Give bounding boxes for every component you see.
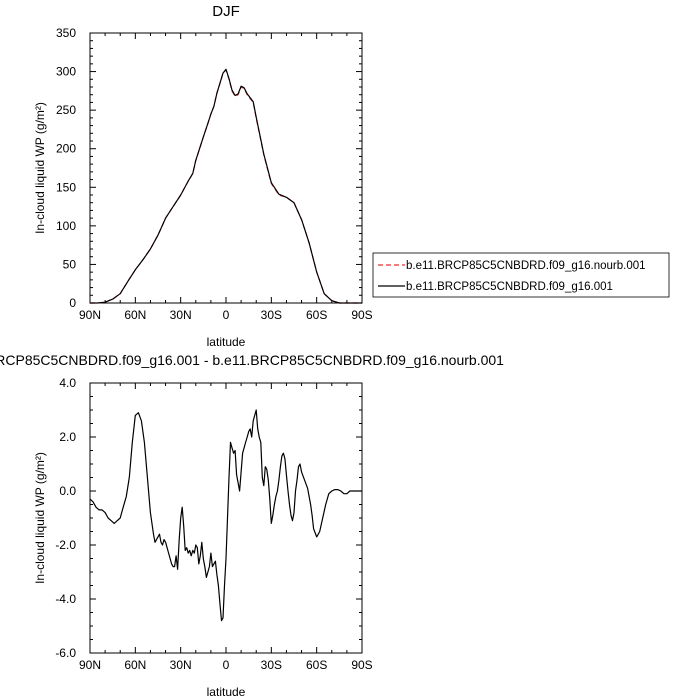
chart-title: b.e11.BRCP85C5CNBDRD.f09_g16.001 - b.e11… — [0, 352, 504, 368]
x-tick-label: 30N — [170, 658, 192, 672]
x-tick-label: 30S — [261, 308, 282, 322]
x-tick-label: 90S — [351, 658, 372, 672]
y-axis-label: In-cloud liquid WP (g/m²) — [33, 452, 47, 584]
series-line-0 — [90, 69, 362, 304]
y-tick-label: -2.0 — [55, 538, 76, 552]
series-line-0 — [89, 409, 362, 622]
plot-frame — [89, 382, 363, 654]
x-tick-label: 90S — [351, 308, 372, 322]
y-tick-label: 150 — [56, 180, 76, 194]
plot-frame — [89, 32, 363, 304]
y-tick-label: 250 — [56, 103, 76, 117]
y-tick-label: 0.0 — [59, 484, 76, 498]
y-tick-label: 4.0 — [59, 376, 76, 390]
x-tick-label: 90N — [79, 658, 101, 672]
y-tick-label: 200 — [56, 142, 76, 156]
x-tick-label: 0 — [223, 658, 230, 672]
x-axis-label: latitude — [207, 335, 246, 349]
y-tick-label: -4.0 — [55, 592, 76, 606]
x-axis-label: latitude — [207, 685, 246, 699]
y-tick-label: 100 — [56, 219, 76, 233]
series-line-1 — [90, 68, 362, 304]
legend-box — [372, 252, 670, 298]
chart-panel-bottom: b.e11.BRCP85C5CNBDRD.f09_g16.001 - b.e11… — [0, 352, 504, 699]
y-tick-label: 0 — [69, 296, 76, 310]
y-tick-label: 2.0 — [59, 430, 76, 444]
x-tick-label: 0 — [223, 308, 230, 322]
x-tick-label: 60S — [306, 658, 327, 672]
legend-label: b.e11.BRCP85C5CNBDRD.f09_g16.nourb.001 — [406, 260, 646, 272]
legend-label: b.e11.BRCP85C5CNBDRD.f09_g16.001 — [406, 281, 613, 293]
x-tick-label: 90N — [79, 308, 101, 322]
x-tick-label: 30S — [261, 658, 282, 672]
chart-title: DJF — [212, 3, 240, 20]
x-tick-label: 60S — [306, 308, 327, 322]
x-tick-label: 60N — [124, 658, 146, 672]
y-tick-label: -6.0 — [55, 646, 76, 660]
y-tick-label: 350 — [56, 26, 76, 40]
y-axis-label: In-cloud liquid WP (g/m²) — [33, 102, 47, 234]
y-tick-label: 50 — [63, 257, 77, 271]
x-tick-label: 30N — [170, 308, 192, 322]
y-tick-label: 300 — [56, 65, 76, 79]
chart-panel-top: DJF 90N 60N 30N 0 30S 60S 90S 0 50 100 150 200 250 300… — [33, 3, 670, 349]
x-tick-label: 60N — [124, 308, 146, 322]
